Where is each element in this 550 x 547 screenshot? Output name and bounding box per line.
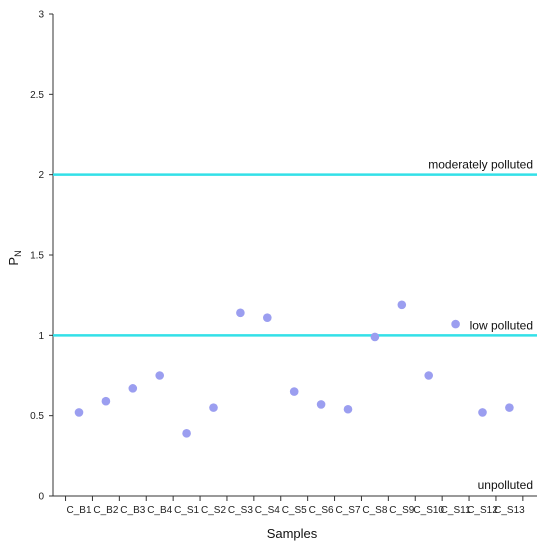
x-tick-label: C_S6 xyxy=(309,505,334,516)
reference-lines: moderately polluted low polluted xyxy=(53,158,537,337)
reference-label-bg xyxy=(449,318,533,333)
data-point xyxy=(182,429,191,438)
data-point xyxy=(236,308,245,318)
data-point xyxy=(74,408,84,417)
y-tick-label: 0.5 xyxy=(30,411,44,422)
data-point xyxy=(397,300,407,310)
y-tick-label: 3 xyxy=(38,10,44,21)
data-point xyxy=(316,400,326,409)
y-tick-label: 1 xyxy=(38,331,44,342)
x-tick-label: C_S10 xyxy=(413,505,444,516)
y-tick-label: 2 xyxy=(38,170,44,181)
y-tick-label: 2.5 xyxy=(30,90,44,101)
y-axis-title-sub: N xyxy=(13,250,23,257)
y-tick-label: 0 xyxy=(38,492,44,503)
reference-line-label: low polluted xyxy=(470,318,533,332)
x-tick-label: C_S9 xyxy=(389,505,414,516)
x-tick-label: C_S1 xyxy=(174,505,199,516)
x-tick-label: C_S13 xyxy=(494,505,525,516)
x-tick-label: C_S5 xyxy=(282,505,307,516)
data-point xyxy=(478,408,487,417)
x-tick-label: C_B1 xyxy=(66,505,91,516)
data-point xyxy=(101,396,111,406)
x-tick-label: C_S8 xyxy=(362,505,387,516)
data-point xyxy=(343,404,353,414)
x-tick-label: C_S4 xyxy=(255,505,280,516)
x-tick-label: C_S12 xyxy=(467,505,498,516)
data-point xyxy=(370,332,380,342)
data-point xyxy=(505,403,514,412)
x-axis-title: Samples xyxy=(267,526,318,541)
x-tick-label: C_S3 xyxy=(228,505,253,516)
data-point xyxy=(128,384,138,393)
zone-label-unpolluted: unpolluted xyxy=(478,478,533,492)
reference-line-label: moderately polluted xyxy=(428,158,533,172)
y-tick-group: 0 0.5 1 1.5 2 2.5 3 xyxy=(30,10,53,503)
x-tick-group: C_B1 C_B2 C_B3 C_B4 C_S1 C_S2 C_S3 C_S4 C_S5 C_S6… xyxy=(65,496,525,516)
x-tick-label: C_S2 xyxy=(201,505,226,516)
x-tick-label: C_B2 xyxy=(93,505,118,516)
x-tick-label: C_B3 xyxy=(120,505,145,516)
data-point xyxy=(451,319,460,329)
x-tick-label: C_S11 xyxy=(441,505,471,516)
data-point xyxy=(289,387,299,396)
data-point xyxy=(155,371,164,380)
y-tick-label: 1.5 xyxy=(30,251,44,262)
data-point xyxy=(424,371,434,380)
data-points xyxy=(74,300,514,438)
x-tick-label: C_B4 xyxy=(147,505,172,516)
x-tick-label: C_S7 xyxy=(335,505,360,516)
data-point xyxy=(209,403,218,412)
y-axis-title-base: P xyxy=(6,257,21,266)
y-axis-title: PN xyxy=(6,250,23,265)
data-point xyxy=(263,313,272,322)
